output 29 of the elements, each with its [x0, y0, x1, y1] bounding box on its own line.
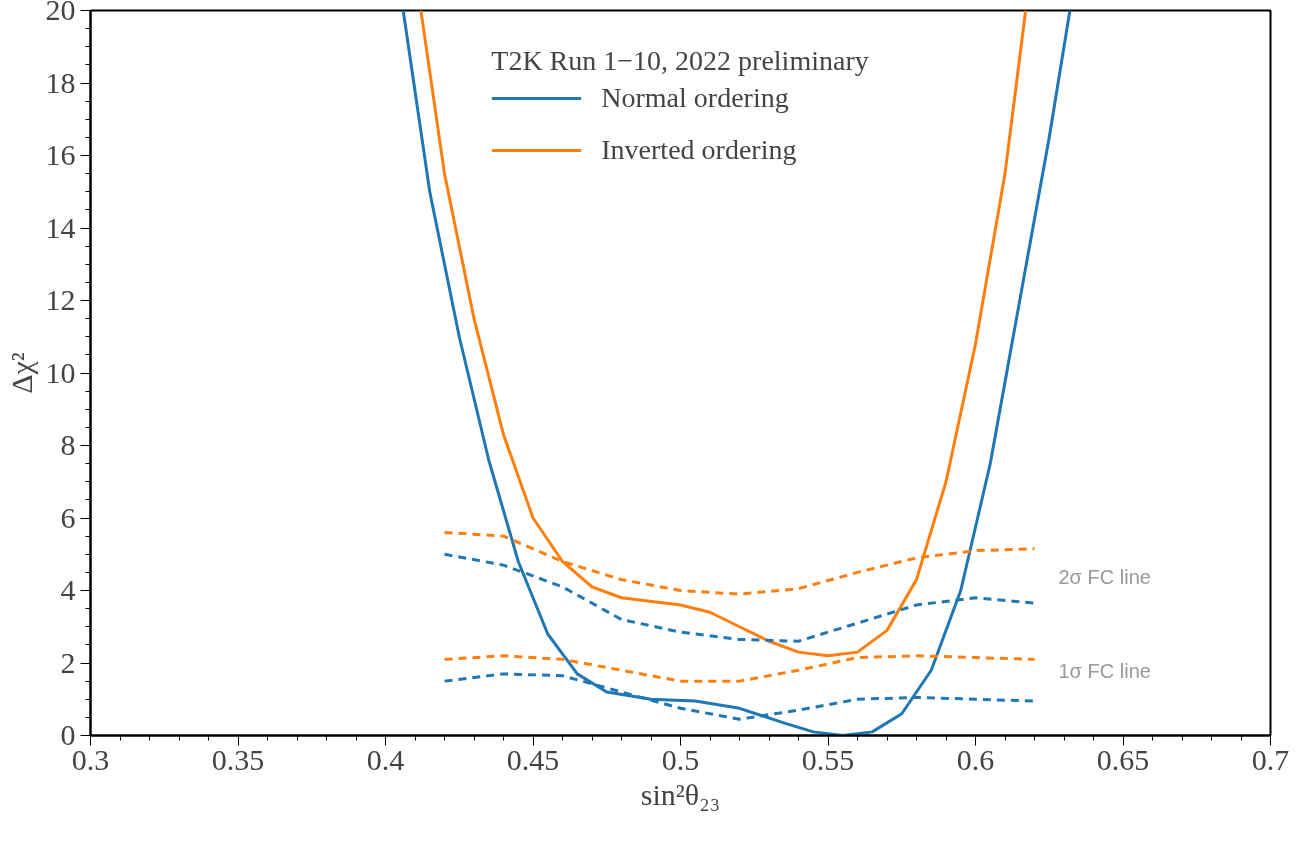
y-tick-label: 0 [60, 718, 76, 751]
x-tick-label: 0.65 [1096, 742, 1150, 776]
line-series [443, 552, 1036, 643]
y-tick-label: 4 [60, 573, 76, 606]
x-tick-label: 0.4 [366, 742, 405, 776]
annotation: 1σ FC line [1058, 659, 1151, 682]
x-tick-label: 0.55 [801, 742, 855, 776]
legend-label: Inverted ordering [601, 134, 797, 166]
y-tick-label: 16 [45, 138, 76, 171]
x-tick-label: 0.5 [661, 742, 700, 776]
line-series [443, 654, 1036, 683]
y-tick-label: 6 [60, 500, 76, 534]
annotation: 2σ FC line [1058, 565, 1151, 588]
x-tick-label: 0.35 [211, 742, 265, 776]
y-tick-label: 2 [60, 645, 76, 679]
y-tick-label: 18 [45, 65, 76, 99]
legend-title: T2K Run 1−10, 2022 preliminary [491, 45, 869, 77]
y-tick-label: 12 [45, 283, 76, 316]
y-axis-title: Δχ² [4, 352, 38, 394]
line-series [443, 672, 1036, 721]
y-tick-label: 10 [45, 355, 76, 389]
y-tick-label: 14 [45, 210, 76, 244]
x-tick-label: 0.6 [956, 742, 995, 776]
legend-label: Normal ordering [601, 82, 789, 114]
x-axis-title: sin²θ₂₃ [640, 777, 721, 811]
y-tick-label: 20 [45, 0, 76, 26]
y-tick-label: 8 [60, 428, 76, 461]
x-tick-label: 0.45 [506, 742, 560, 776]
x-tick-label: 0.7 [1251, 742, 1290, 776]
